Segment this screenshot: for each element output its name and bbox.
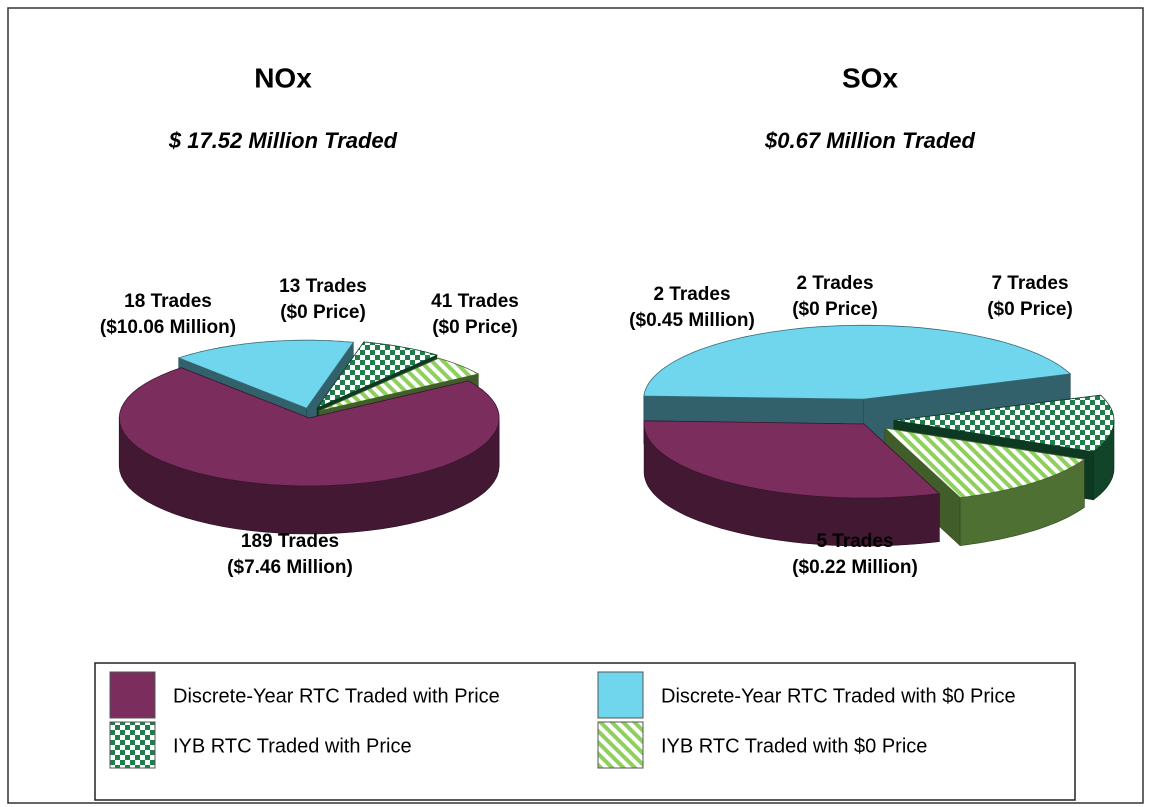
legend-label: Discrete-Year RTC Traded with Price <box>173 685 500 707</box>
chart-subtitle: $ 17.52 Million Traded <box>168 128 398 153</box>
legend-label: IYB RTC Traded with Price <box>173 735 412 757</box>
slice <box>883 427 1086 499</box>
data-label: 2 Trades <box>796 273 873 294</box>
data-sublabel: ($0.45 Million) <box>629 310 755 331</box>
slice <box>118 367 500 487</box>
data-sublabel: ($7.46 Million) <box>227 557 353 578</box>
data-label: 2 Trades <box>653 284 730 305</box>
slice <box>643 420 941 499</box>
legend-box <box>94 662 1076 801</box>
data-label: 13 Trades <box>279 276 367 297</box>
data-sublabel: ($0 Price) <box>792 299 878 320</box>
slice <box>893 394 1115 453</box>
frame <box>7 7 1144 804</box>
legend-swatch <box>109 671 156 719</box>
data-sublabel: ($0 Price) <box>432 317 518 338</box>
legend-swatch <box>109 721 156 769</box>
legend-label: Discrete-Year RTC Traded with $0 Price <box>661 685 1016 707</box>
slice <box>318 357 480 412</box>
data-label: 41 Trades <box>431 291 519 312</box>
data-label: 7 Trades <box>991 273 1068 294</box>
data-label: 18 Trades <box>124 291 212 312</box>
chart-title: SOx <box>842 62 898 93</box>
data-label: 5 Trades <box>816 531 893 552</box>
data-sublabel: ($10.06 Million) <box>100 317 236 338</box>
chart-title: NOx <box>254 62 312 93</box>
legend-swatch <box>597 671 644 719</box>
data-sublabel: ($0.22 Million) <box>792 557 918 578</box>
data-sublabel: ($0 Price) <box>280 302 366 323</box>
legend-label: IYB RTC Traded with $0 Price <box>661 735 927 757</box>
slice <box>316 341 438 409</box>
legend-swatch <box>597 721 644 769</box>
data-sublabel: ($0 Price) <box>987 299 1073 320</box>
chart-subtitle: $0.67 Million Traded <box>764 128 975 153</box>
slice <box>177 339 355 409</box>
data-label: 189 Trades <box>241 531 339 552</box>
slice <box>643 324 1072 400</box>
